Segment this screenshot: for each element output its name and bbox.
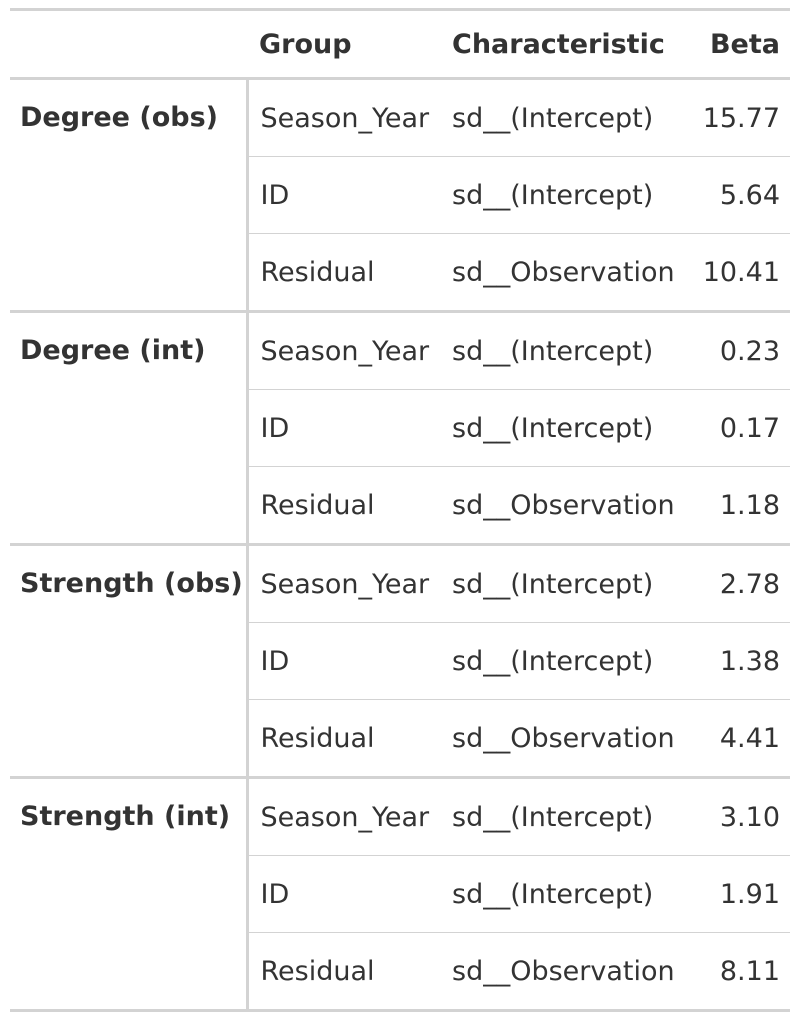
characteristic-cell: sd__(Intercept) [440, 776, 695, 856]
group-cell: Residual [247, 699, 440, 778]
characteristic-cell: sd__(Intercept) [440, 310, 695, 390]
beta-cell: 1.18 [695, 466, 790, 545]
group-cell: Residual [247, 466, 440, 545]
characteristic-cell: sd__(Intercept) [440, 156, 695, 234]
beta-cell: 10.41 [695, 233, 790, 312]
header-group-label [10, 9, 247, 80]
characteristic-cell: sd__(Intercept) [440, 543, 695, 623]
group-cell: Residual [247, 233, 440, 312]
row-group-label: Degree (obs) [10, 78, 249, 312]
beta-cell: 4.41 [695, 699, 790, 778]
beta-cell: 2.78 [695, 543, 790, 623]
table-row: Residual sd__Observation 1.18 [10, 466, 790, 545]
characteristic-cell: sd__Observation [440, 466, 695, 545]
group-cell: Season_Year [247, 776, 440, 856]
beta-cell: 5.64 [695, 156, 790, 234]
table-body: Degree (obs) Season_Year sd__(Intercept)… [10, 78, 790, 1011]
header-group: Group [247, 9, 440, 80]
group-cell: Residual [247, 932, 440, 1011]
characteristic-cell: sd__Observation [440, 932, 695, 1011]
table-row: Strength (obs) Season_Year sd__(Intercep… [10, 543, 790, 778]
row-group-label: Strength (int) [10, 776, 249, 1011]
group-cell: ID [247, 389, 440, 467]
characteristic-cell: sd__(Intercept) [440, 855, 695, 933]
beta-cell: 0.17 [695, 389, 790, 467]
table-row: Residual sd__Observation 4.41 [10, 699, 790, 778]
table-row: Strength (int) Season_Year sd__(Intercep… [10, 776, 790, 1011]
characteristic-cell: sd__(Intercept) [452, 102, 654, 134]
table-row: Residual sd__Observation 8.11 [10, 932, 790, 1011]
table-row: ID sd__(Intercept) 5.64 [10, 156, 790, 234]
random-effects-table: Group Characteristic Beta Degree (obs) S… [10, 8, 790, 1012]
group-cell: Season_Year [260, 102, 430, 134]
beta-cell: 1.91 [695, 855, 790, 933]
table-row: Degree (obs) Season_Year sd__(Intercept)… [10, 78, 790, 312]
table-row: Degree (int) Season_Year sd__(Intercept)… [10, 310, 790, 545]
beta-cell: 3.10 [695, 776, 790, 856]
beta-cell: 0.23 [695, 310, 790, 390]
beta-cell: 15.77 [702, 102, 780, 134]
header-row: Group Characteristic Beta [10, 9, 790, 80]
characteristic-cell: sd__(Intercept) [440, 622, 695, 700]
table-row: Residual sd__Observation 10.41 [10, 233, 790, 312]
group-cell: ID [247, 156, 440, 234]
group-cell: Season_Year [247, 543, 440, 623]
characteristic-cell: sd__Observation [440, 233, 695, 312]
characteristic-cell: sd__Observation [440, 699, 695, 778]
group-cell: Season_Year [247, 310, 440, 390]
group-cell: ID [247, 855, 440, 933]
table-row: ID sd__(Intercept) 1.91 [10, 855, 790, 933]
group-cell: ID [247, 622, 440, 700]
beta-cell: 8.11 [695, 932, 790, 1011]
beta-cell: 1.38 [695, 622, 790, 700]
header-characteristic: Characteristic [440, 9, 695, 80]
header-beta: Beta [695, 9, 790, 80]
table-header: Group Characteristic Beta [10, 9, 790, 80]
row-group-label: Strength (obs) [10, 543, 249, 778]
characteristic-cell: sd__(Intercept) [440, 389, 695, 467]
table-row: ID sd__(Intercept) 0.17 [10, 389, 790, 467]
row-group-label: Degree (int) [10, 310, 249, 545]
table-row: ID sd__(Intercept) 1.38 [10, 622, 790, 700]
